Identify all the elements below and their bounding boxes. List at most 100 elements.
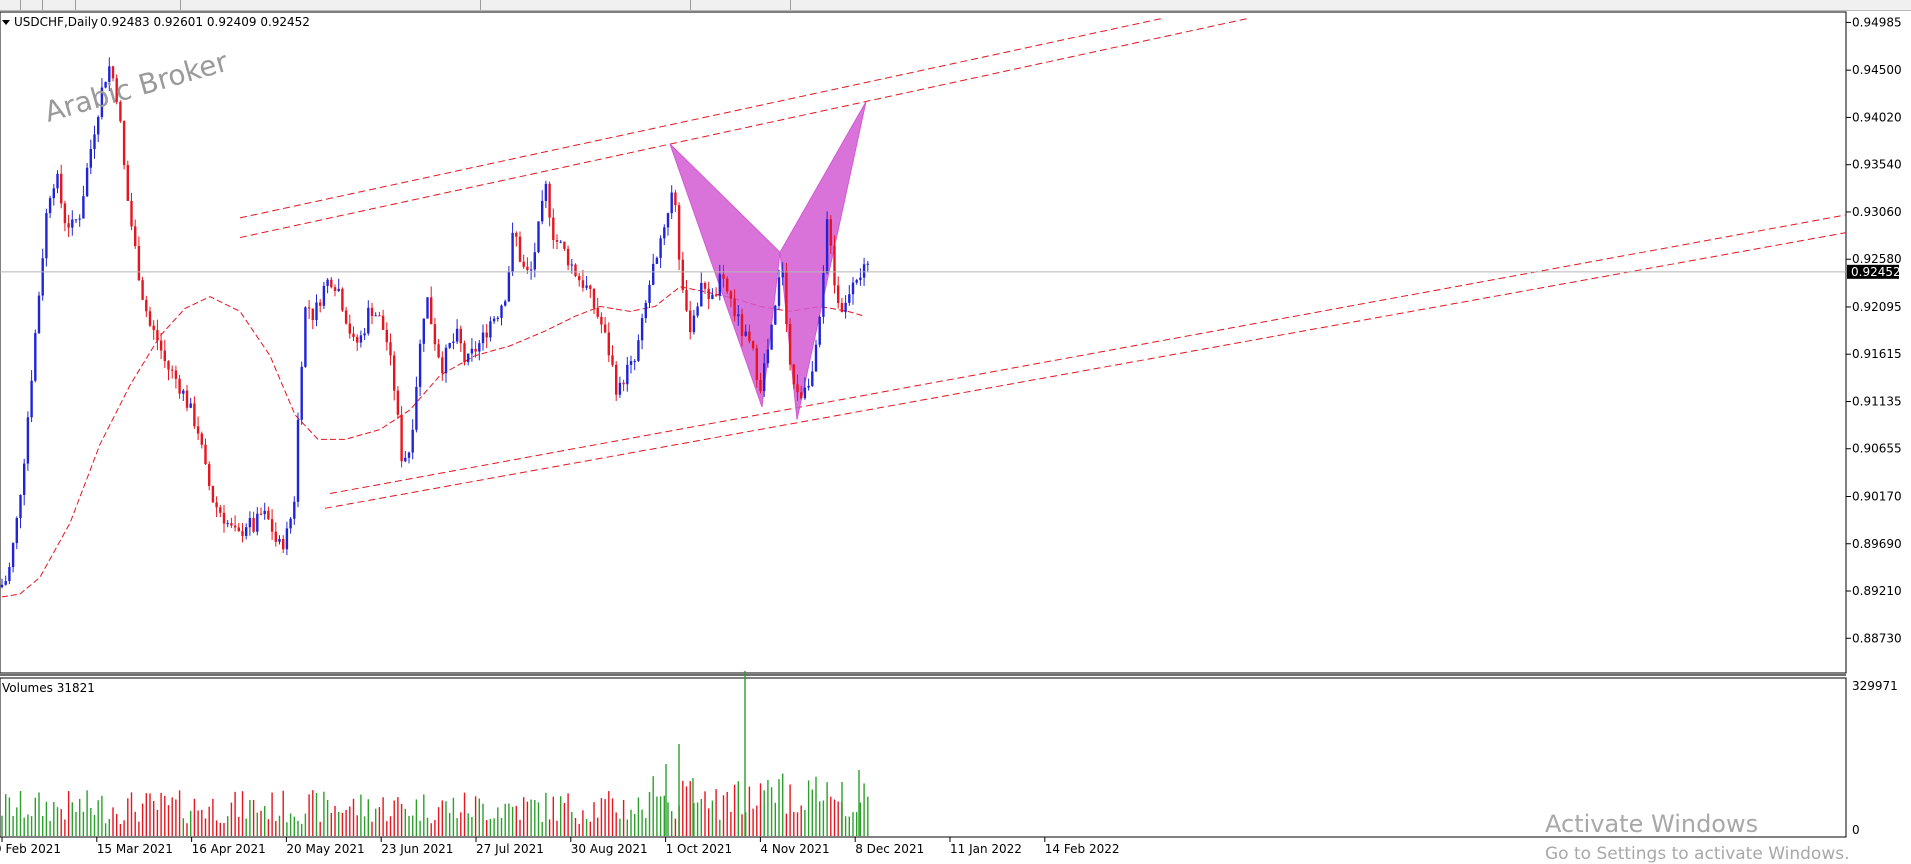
candle-body — [344, 310, 348, 324]
candle-body — [570, 264, 573, 266]
candle-body — [393, 355, 396, 391]
candle-body — [796, 384, 799, 393]
candle-body — [134, 226, 137, 247]
candle-body — [200, 433, 203, 445]
candle-body — [544, 183, 548, 201]
candle-body — [407, 452, 411, 458]
candle-body — [822, 272, 825, 317]
candle-body — [156, 330, 159, 341]
candle-body — [8, 567, 11, 582]
price-tick-label: 0.93060 — [1852, 205, 1902, 219]
volume-panel-frame — [0, 677, 1847, 838]
candle-body — [862, 264, 866, 278]
candle-body — [274, 531, 277, 542]
candle-body — [141, 280, 144, 300]
candle-body — [566, 248, 570, 266]
candle-body — [326, 279, 329, 286]
activate-windows-subtitle: Go to Settings to activate Windows. — [1545, 844, 1850, 864]
candle-body — [703, 282, 707, 289]
candle-body — [385, 329, 388, 343]
candle-body — [648, 284, 651, 303]
toolbar-separator — [20, 0, 21, 10]
time-tick-label: 27 Jul 2021 — [476, 842, 544, 856]
candle-body — [629, 361, 633, 365]
candle-body — [840, 303, 844, 313]
candle-body — [448, 342, 451, 348]
candle-body — [478, 343, 481, 352]
candle-body — [34, 333, 37, 381]
candle-body — [337, 288, 340, 291]
candle-body — [71, 219, 74, 228]
candle-body — [171, 369, 174, 371]
candle-body — [163, 350, 166, 362]
candle-body — [293, 501, 296, 519]
candle-body — [259, 513, 263, 515]
candle-body — [4, 581, 7, 585]
candle-body — [507, 271, 511, 302]
candle-body — [696, 306, 699, 316]
candle-body — [208, 464, 211, 486]
price-tick-label: 0.94500 — [1852, 63, 1902, 77]
candle-body — [130, 200, 133, 227]
candle-body — [37, 295, 41, 334]
candle-body — [193, 403, 196, 427]
candle-body — [833, 245, 836, 286]
candle-body — [363, 333, 366, 336]
candle-body — [60, 173, 63, 204]
current-price-label: 0.92452 — [1851, 265, 1901, 279]
candle-body — [219, 507, 222, 513]
candle-body — [559, 241, 562, 243]
time-tick-label: 15 Mar 2021 — [97, 842, 173, 856]
candle-body — [670, 192, 673, 214]
candle-body — [463, 343, 466, 362]
candle-body — [633, 360, 636, 362]
candle-body — [504, 301, 507, 306]
candle-body — [522, 261, 525, 267]
time-tick-label: 4 Nov 2021 — [760, 842, 829, 856]
candle-body — [755, 348, 758, 381]
candle-body — [855, 280, 858, 283]
candle-body — [352, 333, 355, 338]
candle-body — [592, 288, 596, 308]
candle-body — [304, 307, 307, 367]
candle-body — [418, 343, 422, 387]
price-panel-frame — [0, 11, 1847, 674]
candle-body — [751, 341, 755, 349]
candle-body — [19, 494, 22, 519]
candle-body — [26, 417, 30, 464]
volume-min-tick: 0 — [1852, 823, 1860, 837]
price-tick-label: 0.92580 — [1852, 252, 1902, 266]
time-tick-label: 30 Aug 2021 — [571, 842, 648, 856]
collapse-triangle-icon[interactable] — [2, 20, 10, 25]
candle-body — [640, 318, 644, 341]
price-tick-label: 0.88730 — [1852, 631, 1902, 645]
candle-body — [248, 518, 252, 528]
volume-bars — [1, 671, 869, 836]
candle-body — [666, 213, 670, 228]
candle-body — [167, 361, 170, 370]
candle-body — [548, 183, 551, 218]
candle-body — [233, 525, 237, 528]
candle-body — [145, 299, 148, 312]
candle-body — [600, 316, 603, 325]
candle-body — [52, 188, 55, 199]
candle-body — [526, 266, 529, 270]
time-axis: 9 Feb 2021 15 Mar 2021 16 Apr 2021 20 May 2… — [0, 837, 1119, 856]
time-tick-label: 16 Apr 2021 — [192, 842, 266, 856]
candle-body — [459, 328, 462, 344]
candle-body — [681, 259, 684, 290]
candle-body — [748, 331, 751, 342]
candle-body — [48, 198, 52, 214]
candle-body — [615, 364, 618, 395]
candle-body — [777, 277, 781, 306]
candle-body — [30, 380, 33, 418]
candle-body — [596, 307, 599, 317]
candle-body — [689, 310, 692, 333]
candle-body — [367, 307, 370, 334]
candle-body — [467, 353, 470, 362]
channel-trendline — [239, 17, 1251, 239]
toolbar-separator — [480, 0, 481, 10]
candle-body — [174, 370, 178, 379]
candle-body — [15, 518, 18, 544]
